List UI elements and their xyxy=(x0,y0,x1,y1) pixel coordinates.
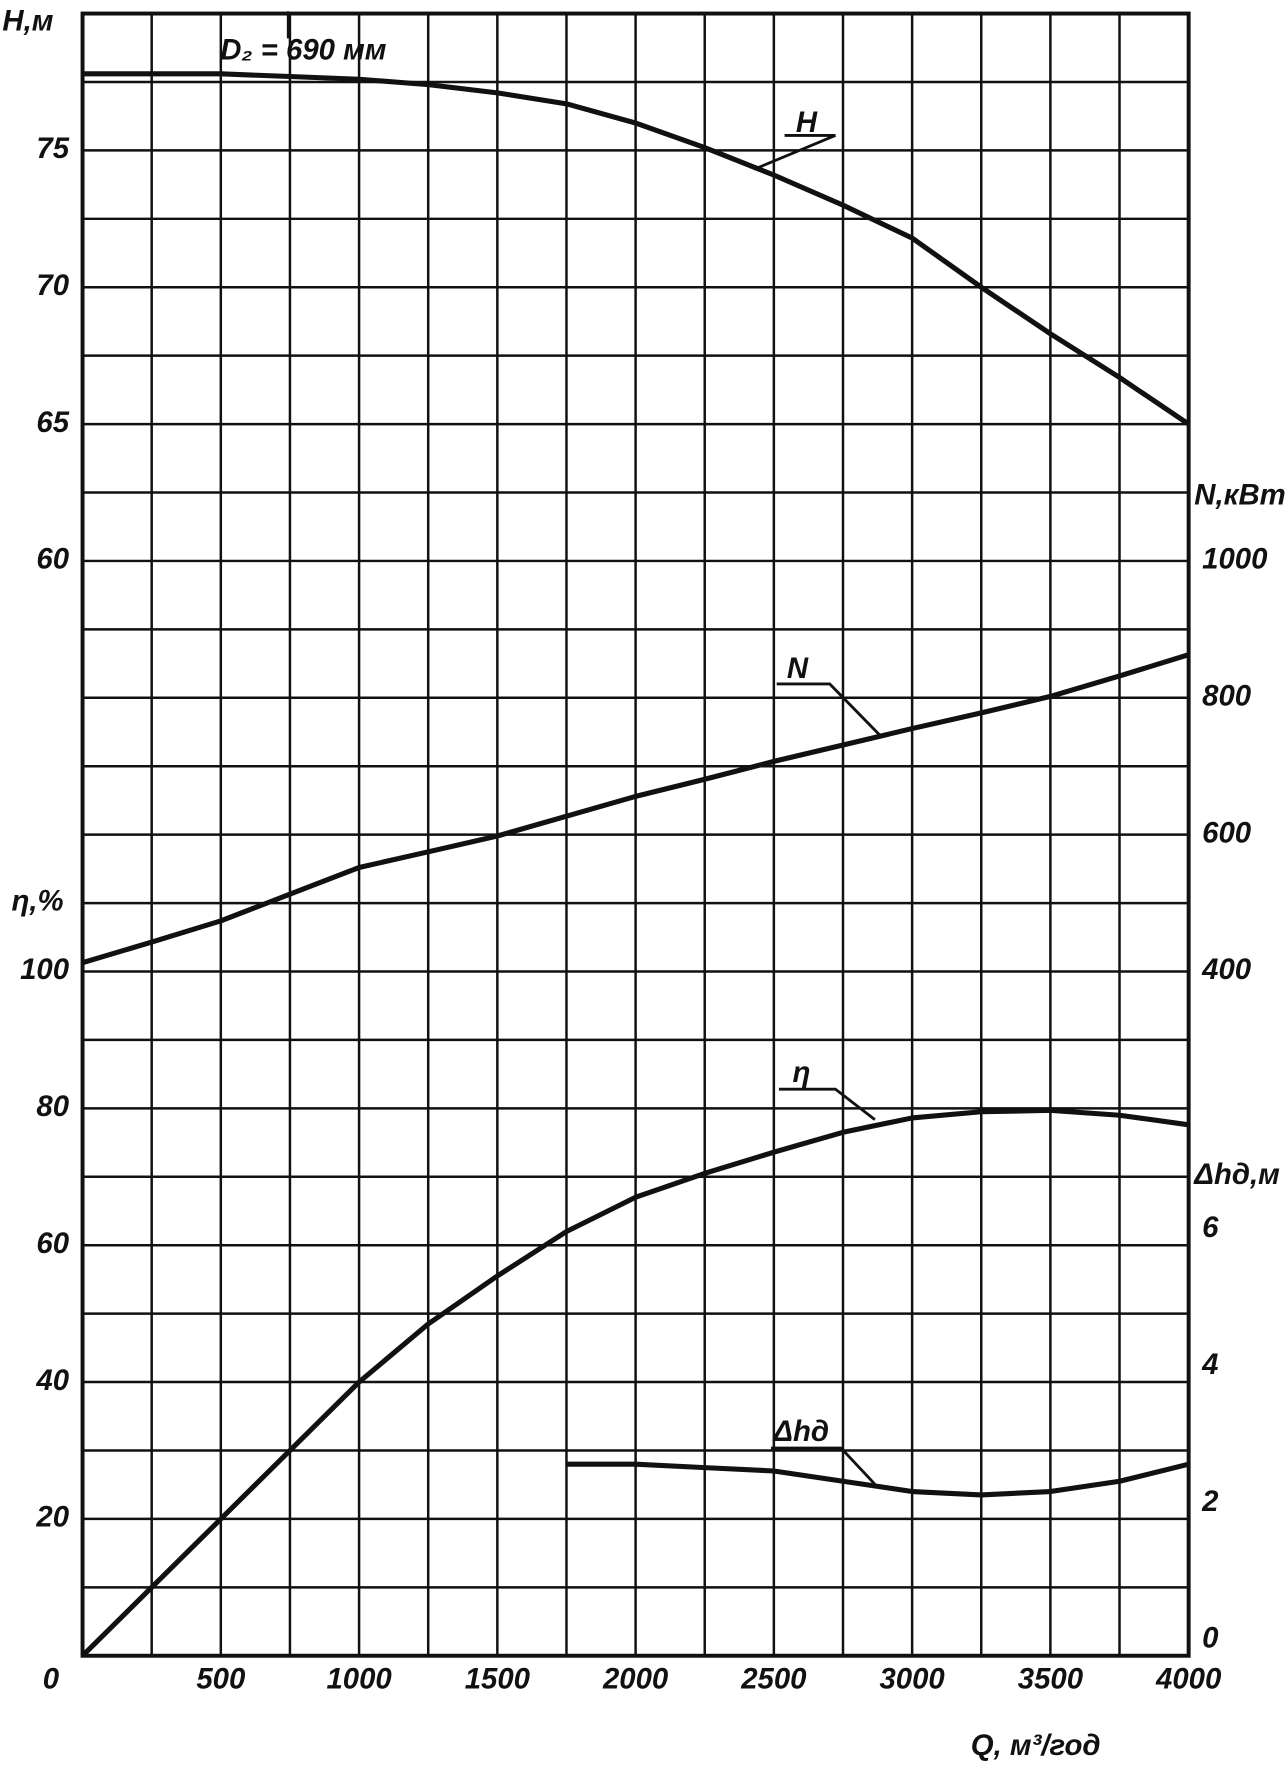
y2-axis-title: N,кВт xyxy=(1194,478,1285,511)
y-tick-label: 2 xyxy=(1201,1485,1219,1518)
y-tick-label: 40 xyxy=(35,1364,69,1397)
curve-label: Δhд xyxy=(772,1415,829,1448)
x-tick-label: 1000 xyxy=(326,1662,392,1695)
curve-label: H xyxy=(796,106,818,139)
curve xyxy=(81,652,1190,966)
curve-label-leader xyxy=(771,1446,876,1486)
curve-label: η xyxy=(792,1056,810,1089)
y3-axis-title: η,% xyxy=(11,885,63,918)
x-tick-label: 0 xyxy=(43,1662,60,1695)
curve xyxy=(566,1461,1190,1498)
curve xyxy=(82,71,1191,427)
y-tick-label: 4 xyxy=(1201,1348,1218,1381)
x-tick-label: 1500 xyxy=(465,1662,531,1695)
y-axis-title: H,м xyxy=(2,4,53,37)
curve-label: N xyxy=(787,652,809,685)
y-tick-label: 800 xyxy=(1202,680,1252,713)
y-tick-label: 60 xyxy=(36,1227,69,1260)
y-tick-label: 400 xyxy=(1201,953,1252,986)
annotation: D₂ = 690 мм xyxy=(220,34,387,67)
y-tick-label: 6 xyxy=(1202,1211,1219,1244)
x-tick-label: 3000 xyxy=(879,1662,945,1695)
plot-frame xyxy=(80,11,1191,1658)
y-tick-label: 600 xyxy=(1202,816,1252,849)
curve xyxy=(80,1107,1189,1658)
y-tick-label: 1000 xyxy=(1202,543,1268,576)
curve-label-leader xyxy=(778,1087,876,1121)
y-tick-label: 20 xyxy=(35,1501,69,1534)
y-tick-label: 65 xyxy=(36,406,69,439)
y-tick-label: 75 xyxy=(36,132,69,165)
x-tick-label: 2500 xyxy=(740,1662,807,1695)
curve-label-leader xyxy=(753,134,836,171)
y-tick-label: 60 xyxy=(36,543,69,576)
y-tick-label: 0 xyxy=(1202,1622,1219,1655)
y-tick-label: 80 xyxy=(36,1090,69,1123)
x-tick-label: 2000 xyxy=(602,1662,669,1695)
y-tick-label: 70 xyxy=(36,269,69,302)
curve-label-leader xyxy=(776,682,882,737)
y4-axis-title: Δhд,м xyxy=(1193,1158,1280,1191)
y-tick-label: 100 xyxy=(20,953,70,986)
x-tick-label: 3500 xyxy=(1018,1662,1084,1695)
x-tick-label: 4000 xyxy=(1155,1662,1222,1695)
x-tick-label: 500 xyxy=(196,1662,246,1695)
x-axis-title: Q, м³/год xyxy=(971,1729,1101,1762)
